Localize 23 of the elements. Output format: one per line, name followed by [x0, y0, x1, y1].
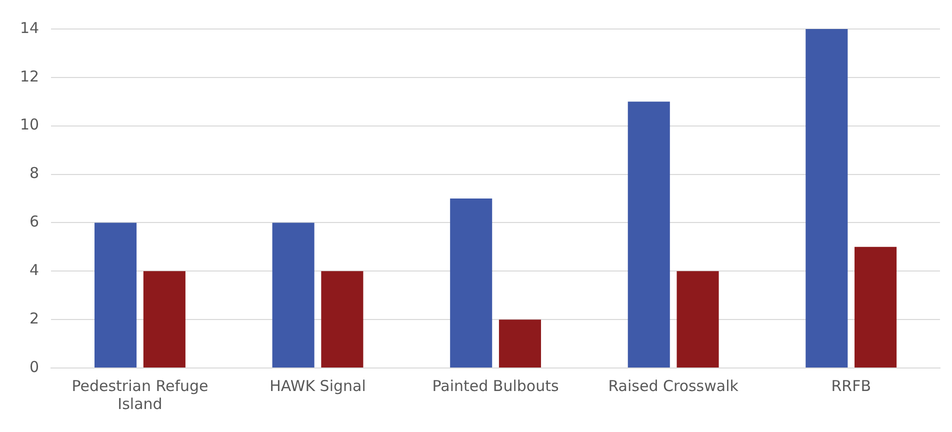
bar	[450, 198, 492, 368]
x-tick-label: HAWK Signal	[270, 376, 366, 395]
bar	[806, 29, 848, 368]
bar	[498, 320, 542, 368]
y-tick-label: 14	[20, 18, 40, 37]
bar	[676, 271, 719, 368]
y-tick-label: 10	[20, 116, 40, 134]
y-tick-label: 0	[30, 358, 40, 376]
x-tick-label: Pedestrian Refuge Island	[72, 376, 208, 413]
x-tick-label: Raised Crosswalk	[608, 376, 739, 395]
y-tick-label: 6	[30, 212, 40, 231]
x-tick-label: Painted Bulbouts	[432, 376, 559, 395]
bar	[94, 222, 137, 368]
y-tick-label: 4	[30, 261, 40, 280]
bar	[321, 271, 364, 368]
y-tick-label: 12	[20, 67, 40, 86]
y-tick-label: 8	[30, 164, 40, 182]
x-tick-label: RRFB	[831, 376, 871, 395]
bar	[272, 222, 314, 368]
y-tick-label: 2	[30, 309, 40, 328]
bar	[854, 246, 897, 368]
bar	[143, 271, 186, 368]
bar	[628, 102, 670, 368]
